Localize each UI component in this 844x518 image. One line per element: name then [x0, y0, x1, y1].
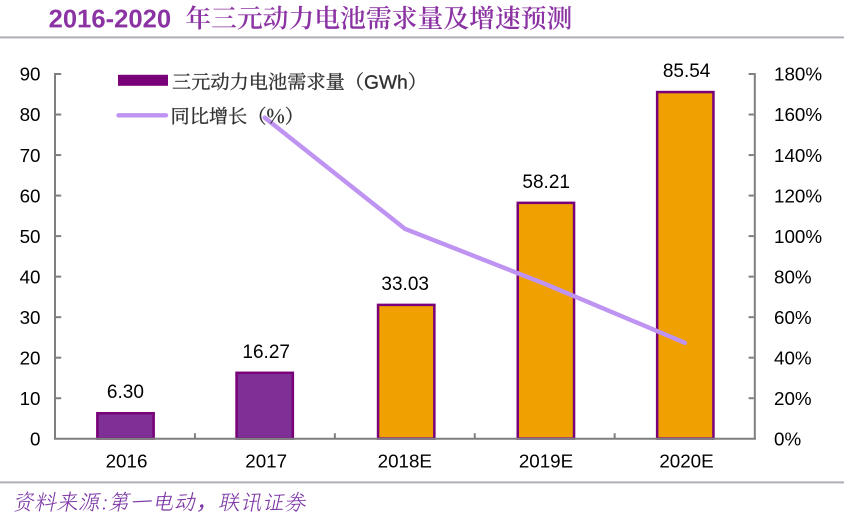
svg-text:6.30: 6.30: [107, 382, 144, 403]
svg-text:16.27: 16.27: [242, 342, 290, 363]
svg-text:0%: 0%: [774, 428, 801, 449]
svg-text:0: 0: [30, 428, 40, 449]
svg-text:20: 20: [20, 347, 41, 368]
svg-text:100%: 100%: [774, 226, 822, 247]
svg-text:20%: 20%: [774, 388, 812, 409]
svg-text:40: 40: [20, 266, 41, 287]
svg-text:80: 80: [20, 104, 41, 125]
svg-text:85.54: 85.54: [663, 61, 711, 82]
svg-text:120%: 120%: [774, 185, 822, 206]
svg-text:2018E: 2018E: [378, 450, 432, 471]
svg-text:140%: 140%: [774, 145, 822, 166]
svg-text:80%: 80%: [774, 266, 812, 287]
svg-text:160%: 160%: [774, 104, 822, 125]
svg-text:180%: 180%: [774, 64, 822, 85]
svg-text:70: 70: [20, 145, 41, 166]
svg-text:60%: 60%: [774, 307, 812, 328]
svg-text:33.03: 33.03: [381, 274, 429, 295]
svg-text:2016: 2016: [106, 450, 148, 471]
svg-text:2017: 2017: [245, 450, 287, 471]
svg-text:50: 50: [20, 226, 41, 247]
svg-text:30: 30: [20, 307, 41, 328]
svg-text:10: 10: [20, 388, 41, 409]
svg-text:2019E: 2019E: [519, 450, 573, 471]
svg-text:2020E: 2020E: [659, 450, 713, 471]
svg-text:90: 90: [20, 64, 41, 85]
svg-text:58.21: 58.21: [522, 172, 570, 193]
svg-text:40%: 40%: [774, 347, 812, 368]
svg-text:60: 60: [20, 185, 41, 206]
